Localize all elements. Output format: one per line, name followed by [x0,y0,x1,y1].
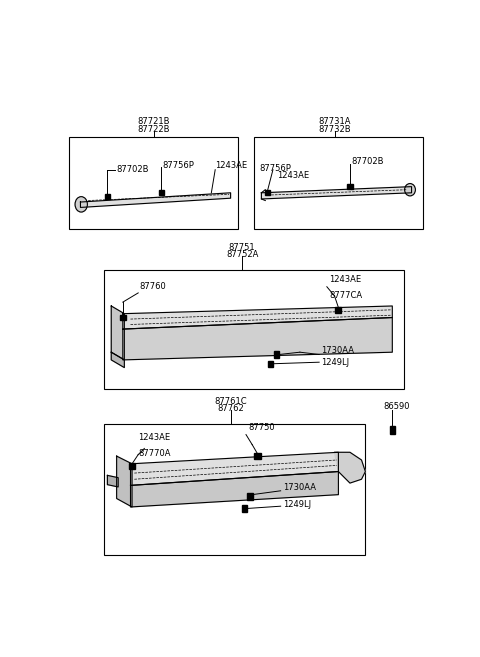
Bar [247,493,252,501]
Polygon shape [111,306,124,360]
Text: 87762: 87762 [217,404,244,413]
Bar [390,426,395,434]
Bar [129,463,135,469]
Bar [254,453,261,459]
Bar [158,191,164,195]
Bar [120,315,126,320]
Text: 87761C: 87761C [214,397,247,406]
Text: 8777CA: 8777CA [329,290,362,300]
Text: 86590: 86590 [383,402,409,411]
Polygon shape [335,452,365,483]
Polygon shape [111,352,124,367]
Polygon shape [262,187,411,199]
Text: 1730AA: 1730AA [283,483,316,492]
Text: 87750: 87750 [248,422,275,432]
Bar [336,307,341,313]
Text: 87731A: 87731A [318,118,351,126]
Bar [274,351,279,357]
Polygon shape [108,476,118,487]
Text: 1249LJ: 1249LJ [283,500,311,509]
Text: 1243AE: 1243AE [329,275,361,284]
Polygon shape [117,456,132,507]
Text: 87760: 87760 [140,282,167,290]
Bar [347,185,353,189]
Text: 87722B: 87722B [137,125,170,134]
Text: 1243AE: 1243AE [215,160,247,170]
Bar [104,424,365,555]
Text: 1243AE: 1243AE [277,171,309,180]
Bar [265,191,270,195]
Bar [104,270,404,389]
Polygon shape [123,306,392,329]
Text: 1730AA: 1730AA [322,346,354,355]
Text: 87702B: 87702B [117,165,149,174]
Ellipse shape [75,196,87,212]
Polygon shape [81,193,230,208]
Text: 1243AE: 1243AE [138,433,170,442]
Polygon shape [131,452,338,486]
Bar [268,361,273,367]
Ellipse shape [405,183,415,196]
Polygon shape [123,317,392,360]
Text: 87770A: 87770A [138,449,171,458]
Bar [254,137,423,229]
Text: 87751: 87751 [229,243,255,252]
Text: 87756P: 87756P [163,160,195,170]
Text: 87702B: 87702B [351,157,384,166]
Text: 87752A: 87752A [226,250,258,259]
Text: 87756P: 87756P [260,164,292,173]
Bar [69,137,238,229]
Text: 87732B: 87732B [318,125,351,134]
Bar [242,505,247,512]
Text: 1249LJ: 1249LJ [322,357,349,367]
Bar [105,194,110,199]
Text: 87721B: 87721B [137,118,170,126]
Polygon shape [131,472,338,507]
